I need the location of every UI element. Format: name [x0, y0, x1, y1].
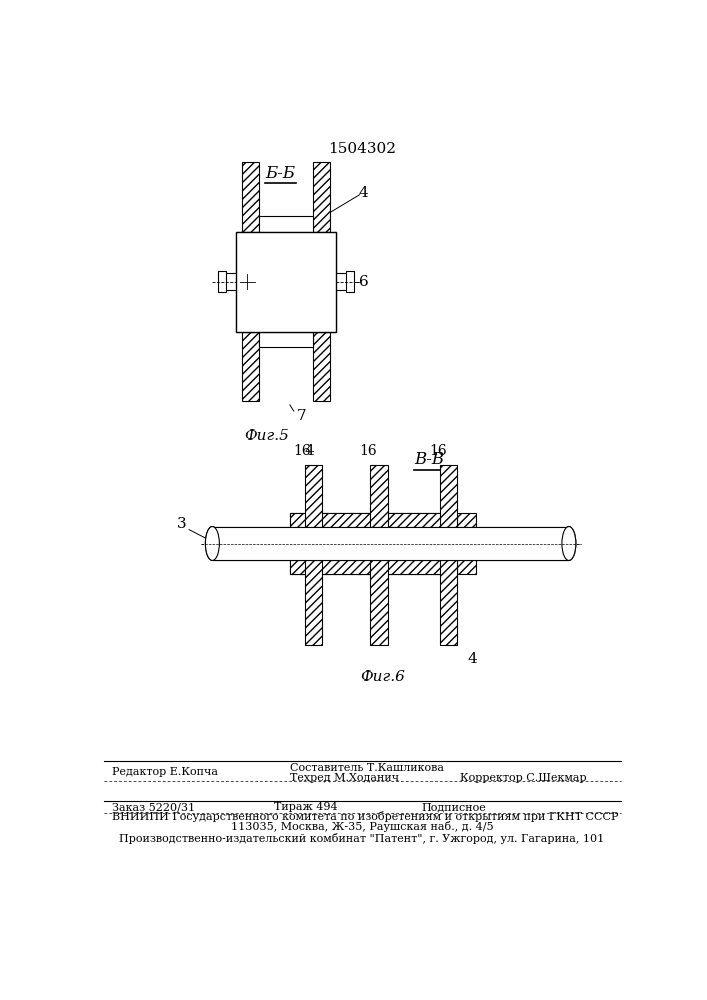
Bar: [259, 332, 313, 347]
Text: 7: 7: [297, 409, 306, 423]
Text: В-В: В-В: [414, 451, 445, 468]
Ellipse shape: [206, 527, 219, 560]
Text: Фиг.6: Фиг.6: [361, 670, 405, 684]
Bar: [305, 560, 322, 645]
Bar: [212, 527, 569, 560]
Bar: [370, 560, 387, 645]
Ellipse shape: [562, 527, 575, 560]
Circle shape: [243, 277, 252, 286]
Text: 113035, Москва, Ж-35, Раушская наб., д. 4/5: 113035, Москва, Ж-35, Раушская наб., д. …: [230, 821, 493, 832]
Text: Тираж 494: Тираж 494: [274, 802, 338, 812]
Bar: [346, 271, 354, 292]
Text: Редактор Е.Копча: Редактор Е.Копча: [112, 767, 218, 777]
Bar: [313, 162, 330, 232]
Bar: [259, 259, 282, 305]
Bar: [290, 232, 337, 332]
Bar: [218, 271, 226, 292]
Ellipse shape: [206, 527, 219, 560]
Bar: [290, 560, 457, 574]
Bar: [235, 232, 282, 332]
Bar: [242, 162, 259, 232]
Bar: [212, 527, 569, 560]
Text: 4: 4: [358, 186, 368, 200]
Bar: [313, 332, 330, 401]
Text: Заказ 5220/31: Заказ 5220/31: [112, 802, 194, 812]
Text: Подписное: Подписное: [421, 802, 486, 812]
Text: Корректор С.Шекмар: Корректор С.Шекмар: [460, 773, 587, 783]
Text: 6: 6: [358, 275, 368, 289]
Text: Производственно-издательский комбинат "Патент", г. Ужгород, ул. Гагарина, 101: Производственно-издательский комбинат "П…: [119, 833, 604, 844]
Text: ВНИИПИ Государственного комитета по изобретениям и открытиям при ГКНТ СССР: ВНИИПИ Государственного комитета по изоб…: [112, 811, 618, 822]
Text: Составитель Т.Кашликова: Составитель Т.Кашликова: [290, 763, 444, 773]
Text: 16: 16: [359, 444, 377, 458]
Text: 4: 4: [467, 652, 477, 666]
Bar: [305, 465, 322, 527]
Bar: [235, 232, 337, 332]
Text: 3: 3: [177, 517, 186, 531]
Text: 16: 16: [293, 444, 311, 458]
Bar: [290, 513, 476, 527]
Bar: [259, 216, 313, 232]
Text: 1504302: 1504302: [328, 142, 396, 156]
Bar: [290, 513, 457, 527]
Bar: [440, 560, 457, 645]
Text: 16: 16: [429, 444, 447, 458]
Text: Фиг.5: Фиг.5: [244, 429, 289, 443]
Bar: [224, 273, 348, 290]
Text: Б-Б: Б-Б: [266, 165, 296, 182]
Text: 4: 4: [305, 444, 314, 458]
Bar: [440, 465, 457, 527]
Bar: [290, 560, 476, 574]
Bar: [290, 259, 313, 305]
Ellipse shape: [562, 527, 575, 560]
Text: Техред М.Ходанич: Техред М.Ходанич: [290, 773, 399, 783]
Bar: [242, 332, 259, 401]
Bar: [370, 465, 387, 527]
